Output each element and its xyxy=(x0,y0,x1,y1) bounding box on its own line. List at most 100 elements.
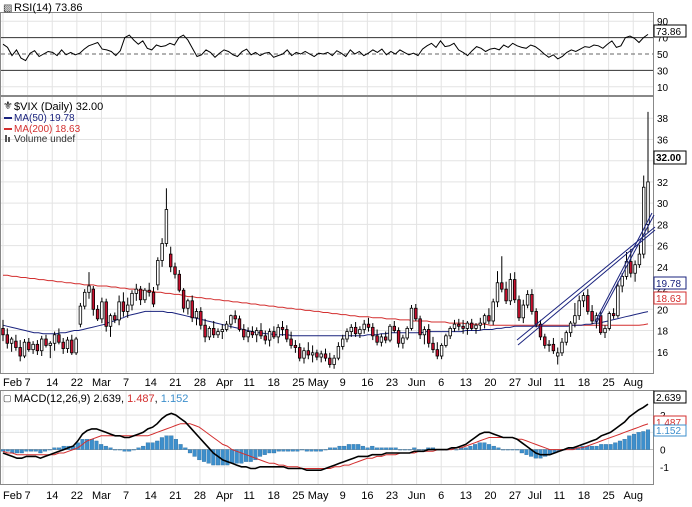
macd-hist-bar-0 xyxy=(0,449,6,452)
x-bottom-tick-14: 9 xyxy=(340,490,346,502)
macd-hist-bar-75 xyxy=(351,444,356,450)
candle-body-96 xyxy=(414,307,418,320)
candle-body-32 xyxy=(138,288,143,301)
macd-hist-bar-40 xyxy=(187,449,192,454)
price-y-tick-24: 24 xyxy=(657,263,669,274)
macd-hist-bar-5 xyxy=(24,449,29,452)
candle-body-17 xyxy=(74,338,78,354)
macd-hist-bar-66 xyxy=(309,449,314,452)
candle-body-67 xyxy=(289,338,293,346)
macd-hist-bar-58 xyxy=(272,449,277,454)
macd-hist-bar-107 xyxy=(501,449,506,451)
macd-hist-bar-129 xyxy=(603,444,608,450)
rsi-y-tick-50: 50 xyxy=(657,50,669,61)
macd-hist-bar-116 xyxy=(543,449,548,457)
candle-body-127 xyxy=(547,343,551,346)
x-bottom-tick-7: 21 xyxy=(169,490,181,502)
x-bottom-tick-19: 13 xyxy=(460,490,472,502)
macd-hist-bar-27 xyxy=(127,449,132,452)
candle-body-47 xyxy=(203,324,207,338)
price-y-tick-16: 16 xyxy=(657,348,669,359)
x-axis-bottom: Feb 7 14 22 Mar 7 14 21 28 Apr 11 18 25 May 9 16 23 Jun 6 1… xyxy=(3,490,643,502)
candle-body-53 xyxy=(229,315,233,325)
candle-body-134 xyxy=(577,300,581,317)
macd-hist-bar-12 xyxy=(57,447,62,450)
candle-body-135 xyxy=(581,295,586,302)
candle-body-27 xyxy=(117,301,121,321)
macd-hist-bar-85 xyxy=(398,449,403,451)
candle-body-102 xyxy=(439,344,444,357)
candle-body-87 xyxy=(375,335,379,343)
candle-body-132 xyxy=(568,322,573,334)
macd-hist-bar-18 xyxy=(85,439,90,450)
macd-y-tick--1: -1 xyxy=(660,463,669,474)
candle-body-41 xyxy=(177,273,181,291)
candle-body-54 xyxy=(233,315,237,320)
candle-body-128 xyxy=(551,343,556,352)
x-mid-tick-11: 18 xyxy=(268,377,280,389)
candle-body-130 xyxy=(560,341,564,354)
x-mid-tick-18: 6 xyxy=(438,377,444,389)
x-bottom-tick-9: Apr xyxy=(216,490,233,502)
macd-hist-bar-133 xyxy=(622,439,627,450)
candle-body-76 xyxy=(328,357,332,365)
x-mid-tick-15: 16 xyxy=(361,377,373,389)
x-bottom-tick-13: May xyxy=(308,490,329,502)
candle-body-117 xyxy=(504,288,508,302)
macd-hist-bar-65 xyxy=(304,449,309,452)
x-bottom-tick-6: 14 xyxy=(145,490,157,502)
price-y-tick-28: 28 xyxy=(657,220,669,231)
candle-body-136 xyxy=(586,295,590,312)
candle-body-18 xyxy=(78,305,83,325)
macd-hist-bar-88 xyxy=(412,447,417,450)
volume-legend-swatch-2 xyxy=(8,137,10,142)
macd-label: MACD(12,26,9) xyxy=(14,393,90,405)
candle-body-113 xyxy=(487,315,491,322)
candle-body-98 xyxy=(422,329,427,336)
candle-body-25 xyxy=(108,315,113,327)
candle-body-88 xyxy=(379,336,384,343)
macd-hist-bar-79 xyxy=(370,445,375,450)
candle-body-2 xyxy=(9,338,14,344)
x-mid-tick-20: 20 xyxy=(484,377,496,389)
macd-hist-bar-55 xyxy=(258,449,263,457)
x-bottom-tick-4: Mar xyxy=(92,490,111,502)
price-y-tick-38: 38 xyxy=(657,114,669,125)
candle-body-143 xyxy=(616,285,620,317)
candle-body-19 xyxy=(83,291,87,307)
macd-hist-bar-22 xyxy=(103,445,108,450)
macd-hist-bar-7 xyxy=(33,449,38,452)
candle-body-105 xyxy=(452,323,457,329)
macd-hist-bar-19 xyxy=(89,439,94,450)
macd-hist-bar-41 xyxy=(192,449,197,457)
macd-hist-bar-111 xyxy=(519,449,524,454)
ma50-badge xyxy=(653,276,687,290)
candle-body-101 xyxy=(435,349,439,357)
macd-hist-bar-136 xyxy=(636,432,641,450)
macd-hist-bar-24 xyxy=(113,449,118,451)
hist-badge xyxy=(653,424,687,437)
ma200-badge xyxy=(653,291,687,305)
macd-legend-icon: ▢ xyxy=(3,393,12,403)
candle-body-91 xyxy=(392,325,396,331)
macd-hist-bar-87 xyxy=(407,449,412,451)
x-bottom-tick-24: 18 xyxy=(578,490,590,502)
x-bottom-tick-11: 18 xyxy=(268,490,280,502)
candle-body-42 xyxy=(181,289,186,309)
price-y-tick-18: 18 xyxy=(657,327,669,338)
hist-badge-text: 1.152 xyxy=(656,426,681,437)
candle-body-62 xyxy=(267,331,272,341)
candle-body-144 xyxy=(620,275,624,287)
candle-body-45 xyxy=(194,311,199,319)
macd-frame xyxy=(0,390,654,485)
x-mid-tick-25: 25 xyxy=(602,377,614,389)
macd-hist-bar-29 xyxy=(136,447,141,450)
candle-body-89 xyxy=(384,336,388,341)
x-bottom-tick-21: 27 xyxy=(509,490,521,502)
x-mid-tick-14: 9 xyxy=(340,377,346,389)
macd-hist-bar-97 xyxy=(454,449,459,451)
candle-body-82 xyxy=(353,326,358,335)
candle-body-1 xyxy=(5,334,9,344)
macd-hist-bar-49 xyxy=(230,449,235,464)
